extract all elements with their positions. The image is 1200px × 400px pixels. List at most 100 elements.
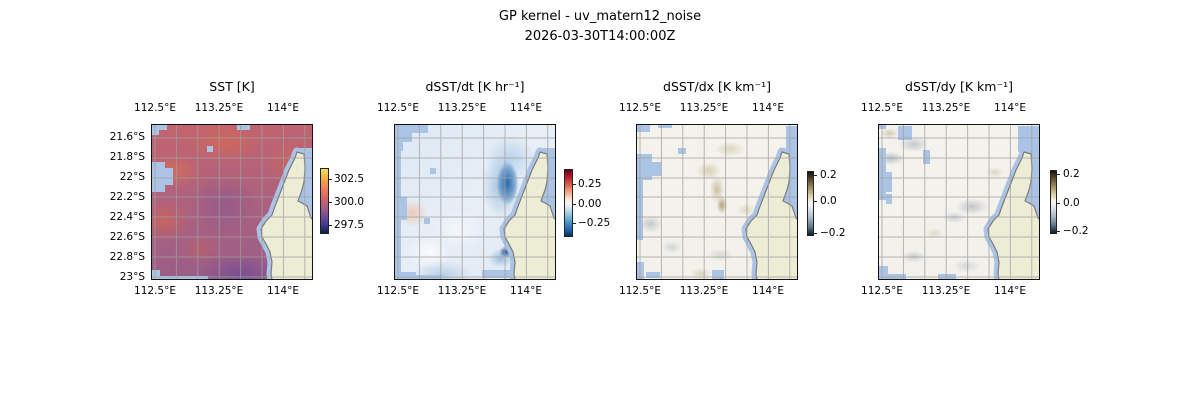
land-polygon xyxy=(503,151,556,280)
y-tick-label: 22.2°S xyxy=(109,191,145,203)
colorbar-tick-label: 297.5 xyxy=(334,219,365,232)
x-tick-label: 114°E xyxy=(267,102,299,114)
x-tick-label: 112.5°E xyxy=(619,102,661,114)
x-tick-label: 114°E xyxy=(510,102,542,114)
x-tick-label: 112.5°E xyxy=(377,102,419,114)
land-polygon xyxy=(260,151,313,280)
x-tick-label: 113.25°E xyxy=(679,285,729,297)
colorbar-tick-mark xyxy=(813,174,817,176)
colorbar-tick-mark xyxy=(572,222,576,224)
x-tick-label: 112.5°E xyxy=(619,285,661,297)
grid-lines xyxy=(878,124,1040,280)
colorbar-tick-label: 0.2 xyxy=(1063,168,1080,181)
y-tick-label: 22.8°S xyxy=(109,251,145,263)
x-tick-label: 114°E xyxy=(267,285,299,297)
grid-lines xyxy=(636,124,798,280)
panel-sst-bottom-axis: 112.5°E 113.25°E 114°E xyxy=(134,285,313,299)
colorbar-tick-mark xyxy=(1056,174,1060,176)
colorbar-dsst-dx: 0.2 0.0 −0.2 xyxy=(807,169,846,239)
panel-dsst-dy: dSST/dy [K km⁻¹] 112.5°E 113.25°E 114°E xyxy=(861,78,1040,304)
colorbar-tick-label: 300.0 xyxy=(334,196,365,209)
land-polygon xyxy=(745,151,798,280)
dsst-dy-map-overlay xyxy=(878,124,1040,280)
y-tick-label: 21.8°S xyxy=(109,151,145,163)
x-tick-label: 112.5°E xyxy=(861,285,903,297)
map-frame xyxy=(636,124,798,280)
colorbar-tick-label: 302.5 xyxy=(334,172,365,185)
panel-dsst-dx: dSST/dx [K km⁻¹] 112.5°E 113.25°E 114°E xyxy=(619,78,798,304)
figure-title: GP kernel - uv_matern12_noise 2026-03-30… xyxy=(0,7,1200,47)
x-tick-label: 114°E xyxy=(994,285,1026,297)
x-tick-label: 113.25°E xyxy=(194,102,244,114)
x-tick-label: 113.25°E xyxy=(921,285,971,297)
panel-dsst-dx-top-axis: 112.5°E 113.25°E 114°E xyxy=(619,102,798,116)
map-frame xyxy=(878,124,1040,280)
dsst-dx-map-canvas xyxy=(636,124,798,280)
colorbar-tick-label: 0.0 xyxy=(1063,197,1080,210)
colorbar-tick-mark xyxy=(813,200,817,202)
y-tick-label: 21.6°S xyxy=(109,131,145,143)
colorbar-tick-label: 0.25 xyxy=(578,177,602,190)
colorbar-dsst-dy: 0.2 0.0 −0.2 xyxy=(1050,168,1089,237)
colorbar-tick-mark xyxy=(328,225,332,227)
panel-dsst-dt-top-axis: 112.5°E 113.25°E 114°E xyxy=(377,102,556,116)
x-tick-label: 113.25°E xyxy=(437,285,487,297)
y-tick-label: 22°S xyxy=(119,171,145,183)
x-tick-label: 112.5°E xyxy=(134,285,176,297)
dsst-dt-map-canvas xyxy=(394,124,556,280)
map-frame xyxy=(151,124,313,280)
grid-lines xyxy=(151,124,313,280)
sst-map-overlay xyxy=(151,124,313,280)
x-tick-label: 114°E xyxy=(510,285,542,297)
colorbar-tick-mark xyxy=(572,183,576,185)
grid-lines xyxy=(394,124,556,280)
panel-dsst-dx-bottom-axis: 112.5°E 113.25°E 114°E xyxy=(619,285,798,299)
x-tick-label: 113.25°E xyxy=(194,285,244,297)
colorbar-tick-mark xyxy=(1056,231,1060,233)
panel-dsst-dx-title: dSST/dx [K km⁻¹] xyxy=(663,79,771,94)
map-frame xyxy=(394,124,556,280)
colorbar-tick-mark xyxy=(328,178,332,180)
panel-dsst-dy-bottom-axis: 112.5°E 113.25°E 114°E xyxy=(861,285,1040,299)
dsst-dy-map-canvas xyxy=(878,124,1040,280)
x-tick-label: 113.25°E xyxy=(437,102,487,114)
x-tick-label: 114°E xyxy=(752,285,784,297)
y-tick-label: 23°S xyxy=(119,271,145,283)
sst-map-canvas xyxy=(151,124,313,280)
y-tick-label: 22.6°S xyxy=(109,231,145,243)
colorbar-tick-label: −0.2 xyxy=(1063,225,1089,238)
x-tick-label: 113.25°E xyxy=(921,102,971,114)
x-tick-label: 113.25°E xyxy=(679,102,729,114)
panel-dsst-dt-title: dSST/dt [K hr⁻¹] xyxy=(425,79,525,94)
colorbar-tick-mark xyxy=(813,233,817,235)
colorbar-tick-label: 0.2 xyxy=(820,168,837,181)
figure-timestamp: 2026-03-30T14:00:00Z xyxy=(524,29,676,44)
x-tick-label: 112.5°E xyxy=(861,102,903,114)
colorbar-tick-mark xyxy=(572,204,576,206)
colorbar-tick-label: −0.2 xyxy=(820,227,846,240)
colorbar-tick-label: 0.0 xyxy=(820,194,837,207)
x-tick-label: 112.5°E xyxy=(377,285,419,297)
colorbar-tick-label: −0.25 xyxy=(578,216,611,229)
panel-sst-left-axis: 21.6°S 21.8°S 22°S 22.2°S 22.4°S 22.6°S … xyxy=(89,124,147,283)
panel-sst-title: SST [K] xyxy=(209,79,255,94)
y-tick-label: 22.4°S xyxy=(109,211,145,223)
panel-sst: SST [K] 112.5°E 113.25°E 114°E 21.6°S 21… xyxy=(110,78,313,304)
panel-dsst-dt-bottom-axis: 112.5°E 113.25°E 114°E xyxy=(377,285,556,299)
x-tick-label: 114°E xyxy=(994,102,1026,114)
panel-dsst-dy-top-axis: 112.5°E 113.25°E 114°E xyxy=(861,102,1040,116)
colorbar-sst: 302.5 300.0 297.5 xyxy=(320,168,364,234)
x-tick-label: 114°E xyxy=(752,102,784,114)
dsst-dx-map-overlay xyxy=(636,124,798,280)
colorbar-tick-mark xyxy=(328,202,332,204)
land-polygon xyxy=(987,151,1040,280)
figure-title-line1: GP kernel - uv_matern12_noise xyxy=(498,9,702,24)
colorbar-dsst-dt: 0.25 0.00 −0.25 xyxy=(564,169,610,237)
panel-dsst-dt: dSST/dt [K hr⁻¹] 112.5°E 113.25°E 114°E xyxy=(377,78,556,304)
colorbar-tick-label: 0.00 xyxy=(578,198,602,211)
panel-sst-top-axis: 112.5°E 113.25°E 114°E xyxy=(134,102,313,116)
colorbar-tick-mark xyxy=(1056,203,1060,205)
dsst-dt-map-overlay xyxy=(394,124,556,280)
panel-dsst-dy-title: dSST/dy [K km⁻¹] xyxy=(905,79,1013,94)
